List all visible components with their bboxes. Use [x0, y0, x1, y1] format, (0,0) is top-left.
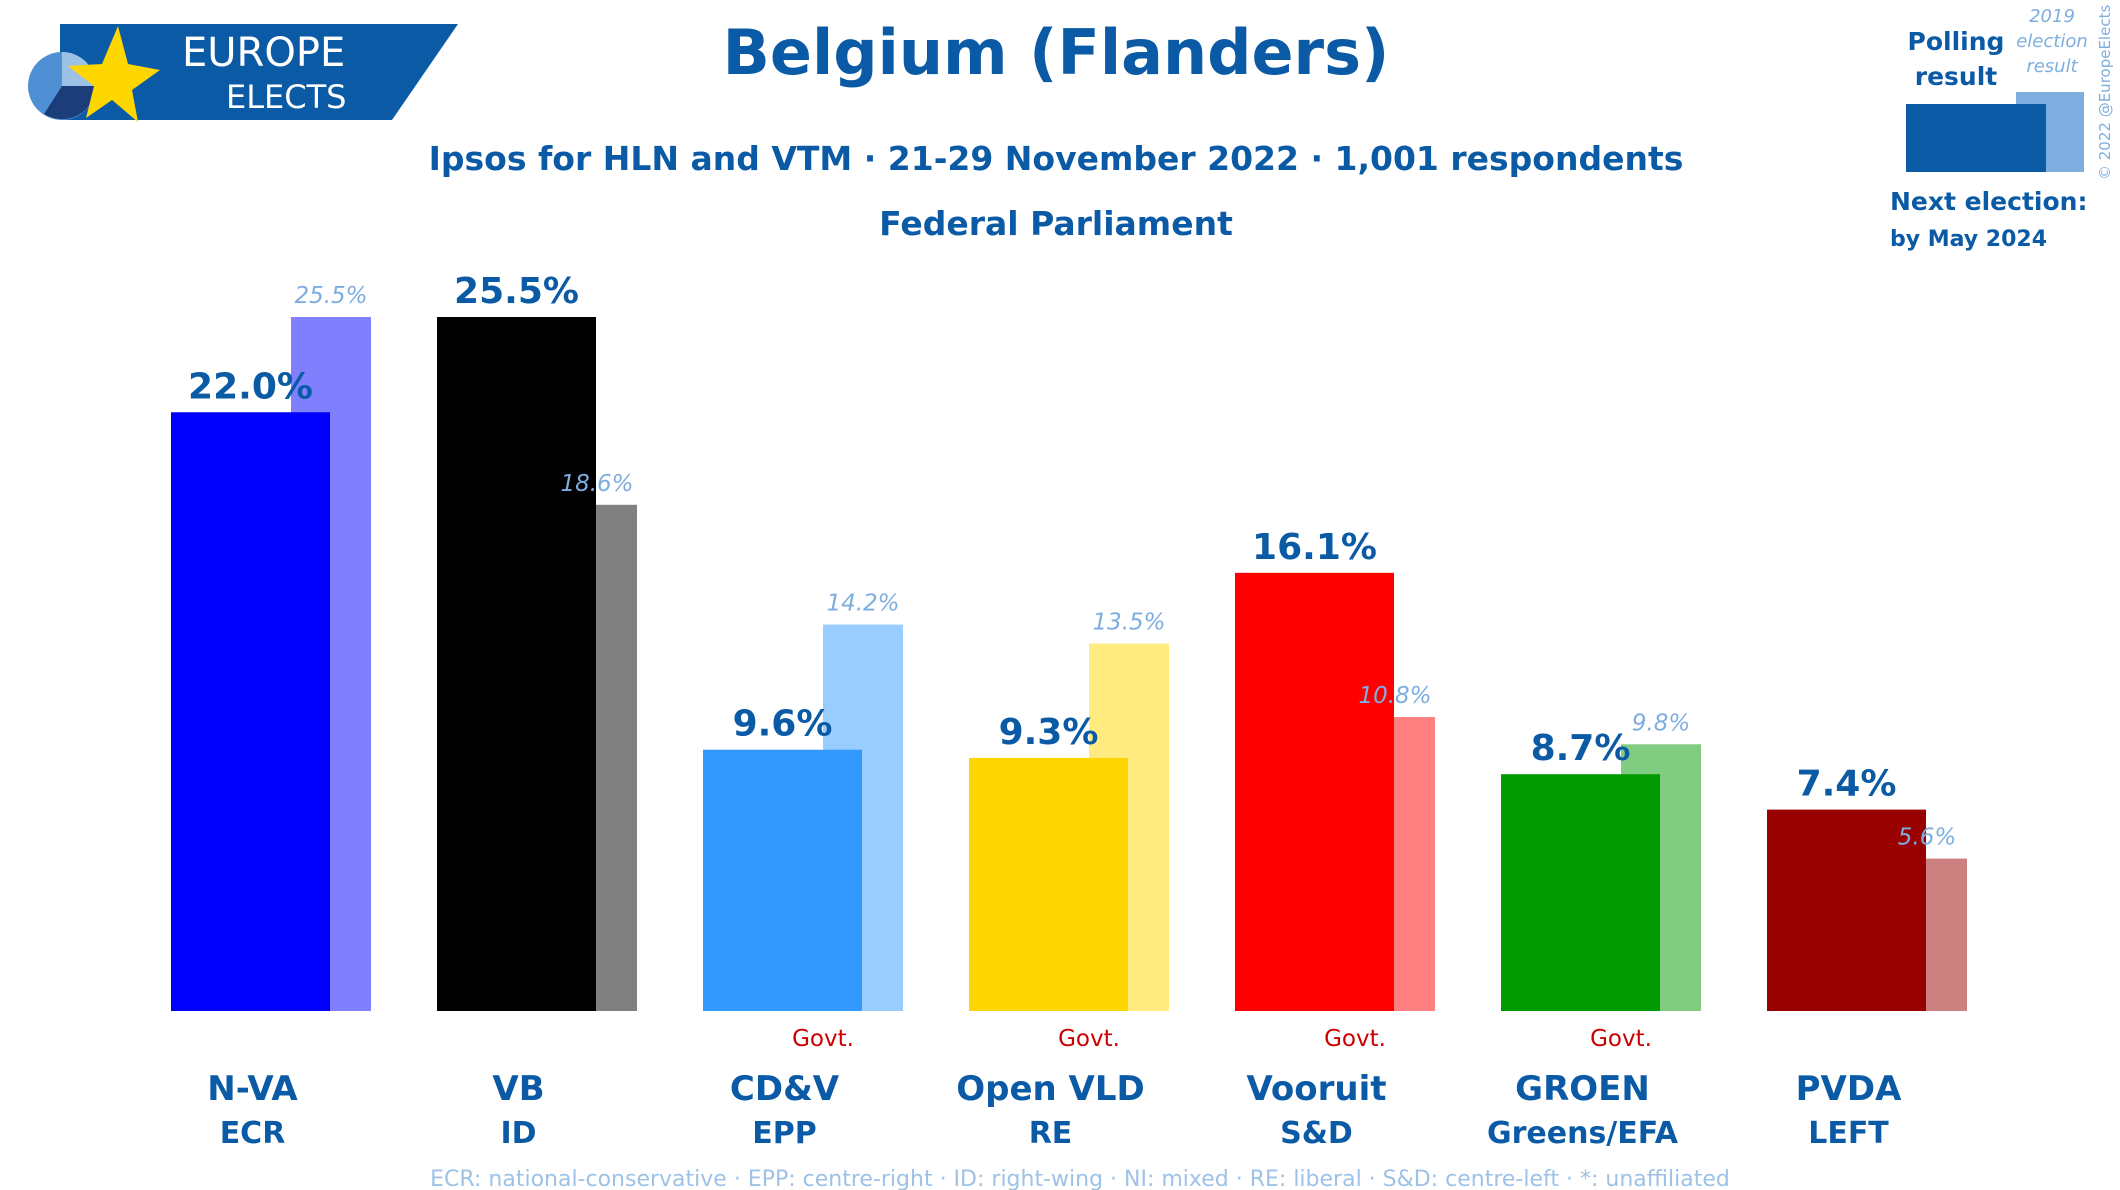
- prev-label-4: 10.8%: [1358, 683, 1431, 709]
- bar-poll-0: [171, 412, 330, 1012]
- legend-poll-line1: Polling: [1908, 27, 2005, 56]
- bar-poll-5: [1501, 774, 1660, 1011]
- legend: Polling result 2019 election result Next…: [1890, 6, 2088, 252]
- footer-glossary: ECR: national-conservative · EPP: centre…: [430, 1167, 1730, 1190]
- prev-label-2: 14.2%: [826, 591, 899, 617]
- legend-prev-line1: 2019: [2029, 6, 2075, 27]
- value-label-3: 9.3%: [999, 712, 1099, 753]
- copyright: © 2022 @EuropeElects: [2096, 5, 2114, 180]
- bar-poll-4: [1235, 572, 1394, 1011]
- group-label-2: EPP: [752, 1116, 816, 1151]
- logo-line2: ELECTS: [226, 78, 346, 116]
- logo-banner: [60, 24, 458, 120]
- value-label-0: 22.0%: [188, 366, 313, 407]
- chart-subtitle-2: Federal Parliament: [879, 204, 1233, 243]
- party-label-0: N-VA: [207, 1069, 298, 1109]
- group-label-4: S&D: [1280, 1116, 1353, 1151]
- bar-poll-1: [437, 317, 596, 1011]
- govt-label-5: Govt.: [1590, 1026, 1652, 1052]
- value-label-5: 8.7%: [1531, 728, 1631, 769]
- govt-label-3: Govt.: [1058, 1026, 1120, 1052]
- group-label-0: ECR: [220, 1116, 286, 1151]
- chart-subtitle: Ipsos for HLN and VTM · 21-29 November 2…: [429, 139, 1684, 178]
- value-label-1: 25.5%: [454, 271, 579, 312]
- value-label-6: 7.4%: [1797, 764, 1897, 805]
- bar-poll-6: [1767, 809, 1926, 1011]
- party-label-1: VB: [492, 1069, 544, 1109]
- party-label-2: CD&V: [730, 1069, 840, 1109]
- chart-title: Belgium (Flanders): [723, 16, 1390, 89]
- next-election-label: Next election:: [1890, 187, 2087, 216]
- legend-prev-line2: election: [2016, 31, 2088, 52]
- group-label-5: Greens/EFA: [1487, 1116, 1679, 1151]
- group-label-3: RE: [1029, 1116, 1073, 1151]
- value-label-2: 9.6%: [733, 704, 833, 745]
- prev-label-0: 25.5%: [294, 283, 367, 309]
- europe-elects-logo: EUROPE ELECTS: [28, 24, 458, 122]
- group-label-1: ID: [500, 1116, 536, 1151]
- prev-label-3: 13.5%: [1092, 610, 1165, 636]
- legend-prev-line3: result: [2026, 56, 2078, 77]
- logo-star-icon: [68, 26, 160, 122]
- prev-label-5: 9.8%: [1632, 710, 1690, 736]
- party-label-6: PVDA: [1796, 1069, 1902, 1109]
- party-label-4: Vooruit: [1246, 1069, 1386, 1109]
- party-label-3: Open VLD: [956, 1069, 1145, 1109]
- logo-line1: EUROPE: [182, 30, 345, 76]
- govt-label-4: Govt.: [1324, 1026, 1386, 1052]
- legend-poll-line2: result: [1915, 62, 1998, 91]
- next-election-date: by May 2024: [1890, 227, 2047, 252]
- party-label-5: GROEN: [1515, 1069, 1650, 1109]
- govt-label-2: Govt.: [792, 1026, 854, 1052]
- plot-area: 22.0% 25.5% N-VA ECR 25.5% 18.6% VB ID 9.6% 14.2%…: [171, 271, 1967, 1151]
- prev-label-1: 18.6%: [560, 471, 633, 497]
- legend-poll-swatch: [1906, 104, 2046, 172]
- value-label-4: 16.1%: [1252, 527, 1377, 568]
- bar-poll-2: [703, 749, 862, 1011]
- group-label-6: LEFT: [1808, 1116, 1889, 1151]
- bar-poll-3: [969, 757, 1128, 1011]
- prev-label-6: 5.6%: [1898, 825, 1956, 851]
